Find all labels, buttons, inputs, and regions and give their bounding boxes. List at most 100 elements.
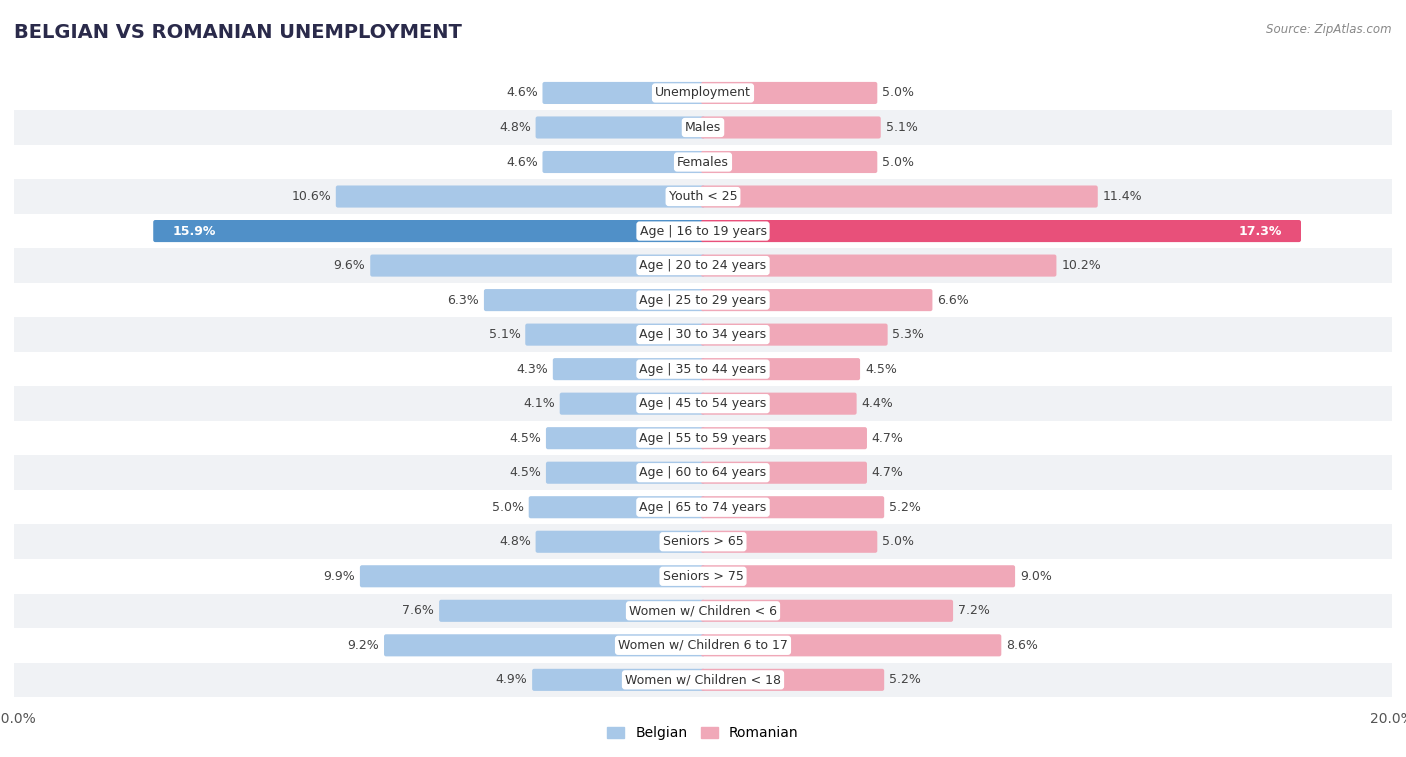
FancyBboxPatch shape (370, 254, 704, 276)
Text: Age | 30 to 34 years: Age | 30 to 34 years (640, 328, 766, 341)
FancyBboxPatch shape (543, 151, 704, 173)
Text: 4.8%: 4.8% (499, 121, 531, 134)
Text: Age | 60 to 64 years: Age | 60 to 64 years (640, 466, 766, 479)
Text: 9.6%: 9.6% (333, 259, 366, 272)
Text: 4.7%: 4.7% (872, 431, 904, 444)
FancyBboxPatch shape (546, 427, 704, 449)
FancyBboxPatch shape (702, 496, 884, 519)
Text: 17.3%: 17.3% (1239, 225, 1282, 238)
FancyBboxPatch shape (531, 668, 704, 691)
Text: 11.4%: 11.4% (1102, 190, 1142, 203)
FancyBboxPatch shape (336, 185, 704, 207)
Text: 5.0%: 5.0% (492, 500, 524, 514)
Text: 4.8%: 4.8% (499, 535, 531, 548)
Text: 9.0%: 9.0% (1019, 570, 1052, 583)
Text: Age | 45 to 54 years: Age | 45 to 54 years (640, 397, 766, 410)
Text: 4.4%: 4.4% (862, 397, 893, 410)
Text: 5.2%: 5.2% (889, 500, 921, 514)
FancyBboxPatch shape (526, 323, 704, 346)
FancyBboxPatch shape (546, 462, 704, 484)
FancyBboxPatch shape (439, 600, 704, 621)
FancyBboxPatch shape (702, 151, 877, 173)
Text: 5.0%: 5.0% (882, 535, 914, 548)
Text: 5.1%: 5.1% (488, 328, 520, 341)
Text: Women w/ Children < 18: Women w/ Children < 18 (626, 673, 780, 687)
FancyBboxPatch shape (14, 421, 1392, 456)
Text: 10.6%: 10.6% (291, 190, 330, 203)
Text: 8.6%: 8.6% (1007, 639, 1038, 652)
Text: 5.0%: 5.0% (882, 155, 914, 169)
FancyBboxPatch shape (553, 358, 704, 380)
Text: 10.2%: 10.2% (1062, 259, 1101, 272)
Text: 4.5%: 4.5% (509, 431, 541, 444)
Text: Women w/ Children 6 to 17: Women w/ Children 6 to 17 (619, 639, 787, 652)
Text: 4.3%: 4.3% (516, 363, 548, 375)
Text: 4.5%: 4.5% (865, 363, 897, 375)
Text: Source: ZipAtlas.com: Source: ZipAtlas.com (1267, 23, 1392, 36)
Text: Age | 55 to 59 years: Age | 55 to 59 years (640, 431, 766, 444)
FancyBboxPatch shape (153, 220, 704, 242)
FancyBboxPatch shape (536, 531, 704, 553)
FancyBboxPatch shape (14, 628, 1392, 662)
FancyBboxPatch shape (14, 662, 1392, 697)
FancyBboxPatch shape (702, 531, 877, 553)
Text: 5.2%: 5.2% (889, 673, 921, 687)
FancyBboxPatch shape (14, 559, 1392, 593)
FancyBboxPatch shape (702, 668, 884, 691)
Text: 5.3%: 5.3% (893, 328, 924, 341)
FancyBboxPatch shape (14, 456, 1392, 490)
Text: 4.6%: 4.6% (506, 86, 537, 99)
Text: Youth < 25: Youth < 25 (669, 190, 737, 203)
FancyBboxPatch shape (360, 565, 704, 587)
FancyBboxPatch shape (384, 634, 704, 656)
Text: Males: Males (685, 121, 721, 134)
Text: Females: Females (678, 155, 728, 169)
Text: 4.5%: 4.5% (509, 466, 541, 479)
FancyBboxPatch shape (702, 600, 953, 621)
Text: 5.1%: 5.1% (886, 121, 918, 134)
FancyBboxPatch shape (702, 358, 860, 380)
FancyBboxPatch shape (702, 565, 1015, 587)
FancyBboxPatch shape (529, 496, 704, 519)
FancyBboxPatch shape (702, 427, 868, 449)
Text: 7.6%: 7.6% (402, 604, 434, 617)
FancyBboxPatch shape (14, 352, 1392, 386)
Text: 4.7%: 4.7% (872, 466, 904, 479)
FancyBboxPatch shape (560, 393, 704, 415)
FancyBboxPatch shape (702, 117, 880, 139)
FancyBboxPatch shape (702, 393, 856, 415)
FancyBboxPatch shape (14, 593, 1392, 628)
Text: Women w/ Children < 6: Women w/ Children < 6 (628, 604, 778, 617)
FancyBboxPatch shape (14, 145, 1392, 179)
Legend: Belgian, Romanian: Belgian, Romanian (600, 719, 806, 747)
FancyBboxPatch shape (702, 220, 1301, 242)
FancyBboxPatch shape (14, 317, 1392, 352)
FancyBboxPatch shape (14, 248, 1392, 283)
FancyBboxPatch shape (702, 634, 1001, 656)
Text: Age | 35 to 44 years: Age | 35 to 44 years (640, 363, 766, 375)
FancyBboxPatch shape (14, 490, 1392, 525)
Text: Age | 25 to 29 years: Age | 25 to 29 years (640, 294, 766, 307)
Text: Unemployment: Unemployment (655, 86, 751, 99)
Text: 4.6%: 4.6% (506, 155, 537, 169)
FancyBboxPatch shape (14, 525, 1392, 559)
FancyBboxPatch shape (14, 76, 1392, 111)
Text: Seniors > 75: Seniors > 75 (662, 570, 744, 583)
Text: Seniors > 65: Seniors > 65 (662, 535, 744, 548)
Text: Age | 65 to 74 years: Age | 65 to 74 years (640, 500, 766, 514)
Text: Age | 16 to 19 years: Age | 16 to 19 years (640, 225, 766, 238)
FancyBboxPatch shape (702, 289, 932, 311)
FancyBboxPatch shape (14, 386, 1392, 421)
FancyBboxPatch shape (14, 111, 1392, 145)
FancyBboxPatch shape (702, 462, 868, 484)
FancyBboxPatch shape (536, 117, 704, 139)
Text: 7.2%: 7.2% (957, 604, 990, 617)
FancyBboxPatch shape (14, 283, 1392, 317)
Text: 6.3%: 6.3% (447, 294, 479, 307)
Text: 15.9%: 15.9% (173, 225, 217, 238)
FancyBboxPatch shape (702, 82, 877, 104)
FancyBboxPatch shape (543, 82, 704, 104)
Text: BELGIAN VS ROMANIAN UNEMPLOYMENT: BELGIAN VS ROMANIAN UNEMPLOYMENT (14, 23, 463, 42)
FancyBboxPatch shape (14, 179, 1392, 213)
FancyBboxPatch shape (702, 323, 887, 346)
